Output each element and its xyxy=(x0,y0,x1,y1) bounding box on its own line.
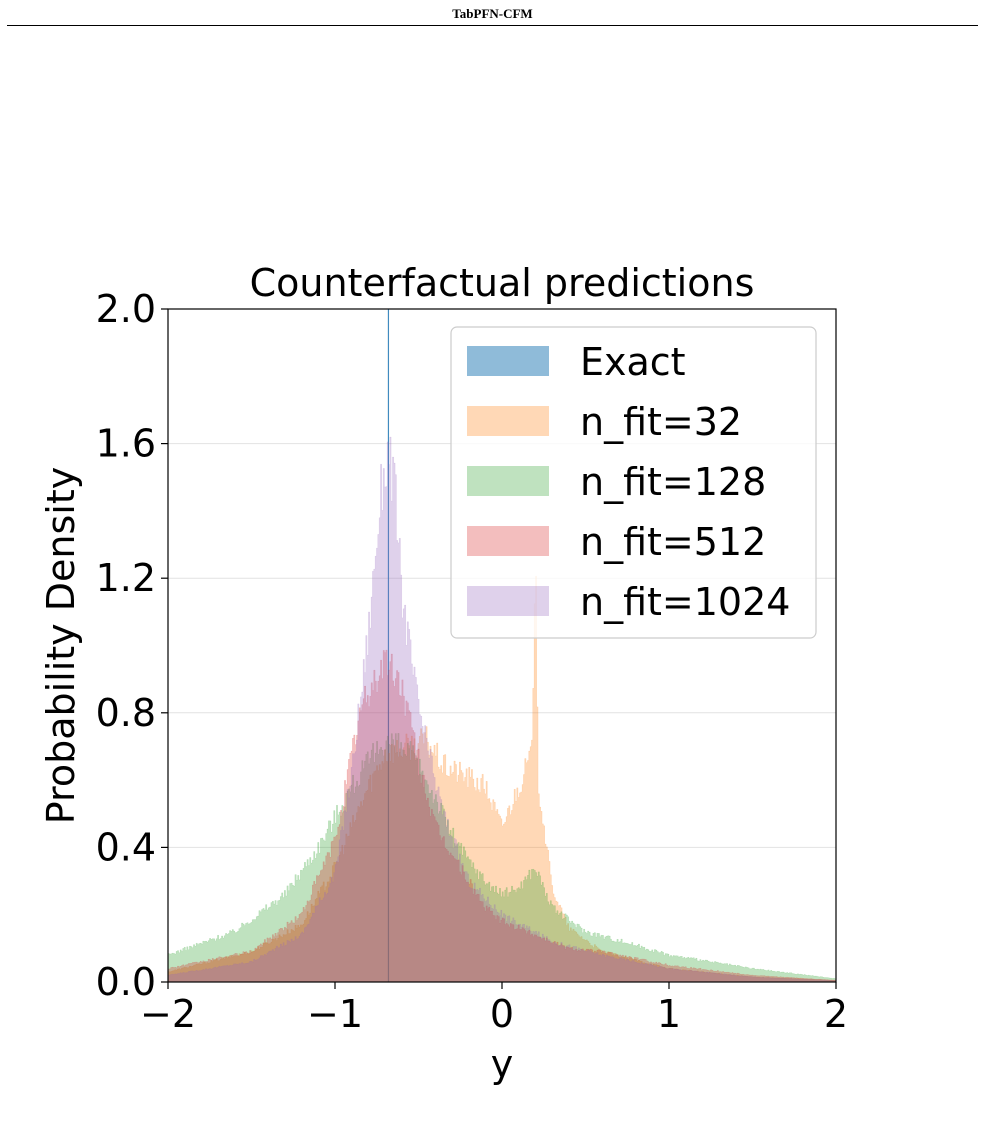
y-tick-label: 0.8 xyxy=(96,691,156,735)
histogram-series xyxy=(168,309,836,982)
legend-swatch xyxy=(467,466,549,496)
legend: Exact n_fit=32 n_fit=128 n_fit=512 n_fit=102… xyxy=(450,326,817,639)
chart-title: Counterfactual predictions xyxy=(250,261,755,305)
header-rule xyxy=(7,25,978,26)
y-tick-label: 0.0 xyxy=(96,960,156,1004)
legend-label: n_fit=32 xyxy=(580,400,742,444)
legend-swatch xyxy=(467,586,549,616)
x-tick-label: 2 xyxy=(824,992,848,1036)
series-n-fit-1024-hist xyxy=(168,436,836,982)
x-tick-label: −2 xyxy=(140,992,196,1036)
figure-caption-cutoff xyxy=(0,1116,985,1125)
y-tick-label: 1.2 xyxy=(96,556,156,600)
series-n-fit-512-hist xyxy=(168,649,836,982)
y-axis-label: Probability Density xyxy=(39,467,83,824)
axis-ticks: −2 −1 0 1 2 0.0 0.4 0.8 1.2 1.6 2.0 xyxy=(96,287,849,1036)
x-axis-label: y xyxy=(491,1042,514,1086)
legend-label: n_fit=128 xyxy=(580,460,766,504)
series-n-fit-32-hist xyxy=(168,575,836,982)
running-header: TabPFN-CFM xyxy=(452,6,533,21)
legend-swatch xyxy=(467,406,549,436)
x-tick-label: −1 xyxy=(307,992,363,1036)
y-tick-label: 0.4 xyxy=(96,825,156,869)
y-tick-label: 1.6 xyxy=(96,422,156,466)
legend-label: n_fit=512 xyxy=(580,520,766,564)
series-n-fit-128-hist xyxy=(168,733,836,982)
legend-swatch xyxy=(467,346,549,376)
legend-box xyxy=(450,326,817,639)
x-tick-label: 0 xyxy=(490,992,514,1036)
y-tick-label: 2.0 xyxy=(96,287,156,331)
legend-swatch xyxy=(467,526,549,556)
legend-label: n_fit=1024 xyxy=(580,580,790,624)
legend-label: Exact xyxy=(580,340,686,384)
x-tick-label: 1 xyxy=(657,992,681,1036)
